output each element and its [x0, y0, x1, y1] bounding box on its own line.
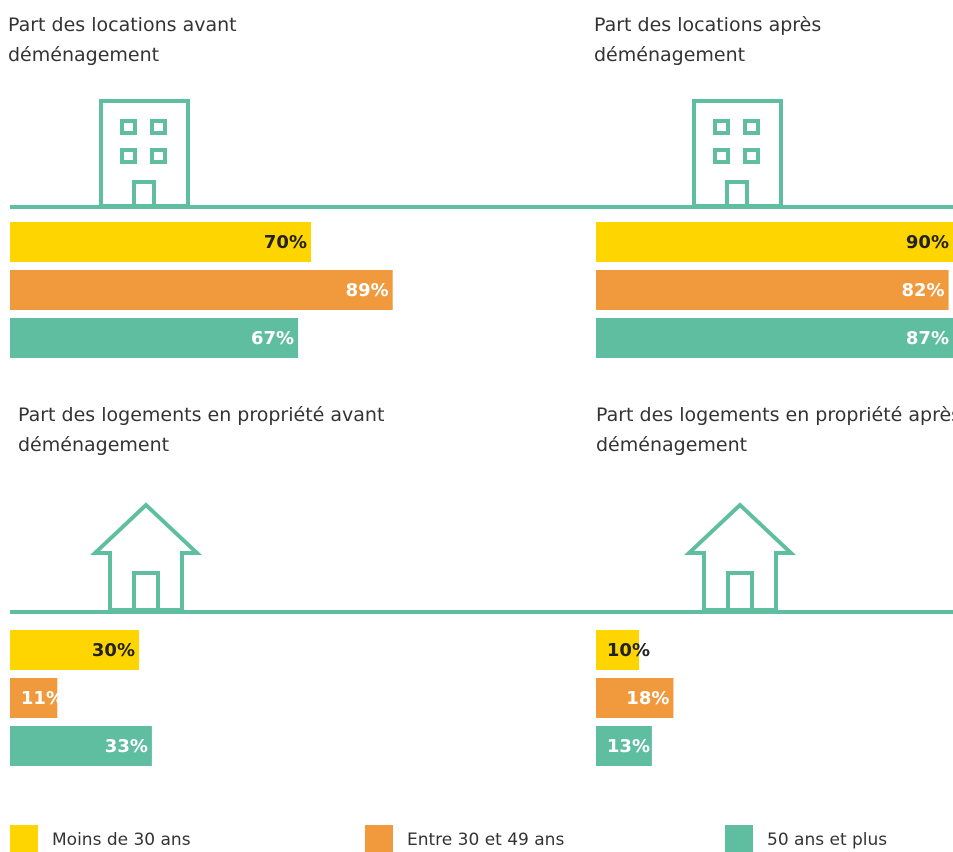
value-label: 87%	[906, 328, 949, 349]
house-icon	[683, 502, 797, 612]
value-label: 30%	[92, 640, 135, 661]
value-label: 10%	[607, 640, 650, 661]
value-label: 90%	[906, 232, 949, 253]
value-label: 18%	[626, 688, 669, 709]
value-label: 67%	[251, 328, 294, 349]
building-icon	[99, 99, 190, 208]
value-label: 33%	[105, 736, 148, 757]
value-label: 11%	[21, 688, 64, 709]
building-icon	[692, 99, 783, 208]
value-label: 13%	[607, 736, 650, 757]
legend-swatch	[725, 825, 753, 852]
bar	[10, 678, 58, 718]
bar	[10, 726, 152, 766]
panel-title: Part des locations avant déménagement	[8, 14, 237, 66]
panel-title: Part des locations après déménagement	[594, 14, 822, 66]
legend-swatch	[365, 825, 393, 852]
value-label: 89%	[346, 280, 389, 301]
bar	[10, 270, 393, 310]
value-label: 82%	[902, 280, 945, 301]
panel-title: Part des logements en propriété avant dé…	[18, 404, 385, 456]
bar	[596, 678, 674, 718]
value-label: 70%	[264, 232, 307, 253]
bar	[10, 630, 139, 670]
legend-label: Entre 30 et 49 ans	[407, 830, 564, 850]
bar	[596, 318, 953, 358]
legend-label: 50 ans et plus	[767, 830, 887, 850]
bar	[596, 222, 953, 262]
bar	[10, 222, 311, 262]
legend-swatch	[10, 825, 38, 852]
icons	[10, 99, 953, 614]
bar	[10, 318, 299, 358]
bar	[596, 726, 652, 766]
bar	[596, 270, 949, 310]
bar	[596, 630, 639, 670]
house-icon	[89, 502, 203, 612]
legend-label: Moins de 30 ans	[52, 830, 191, 850]
panel-title: Part des logements en propriété après dé…	[596, 404, 953, 456]
